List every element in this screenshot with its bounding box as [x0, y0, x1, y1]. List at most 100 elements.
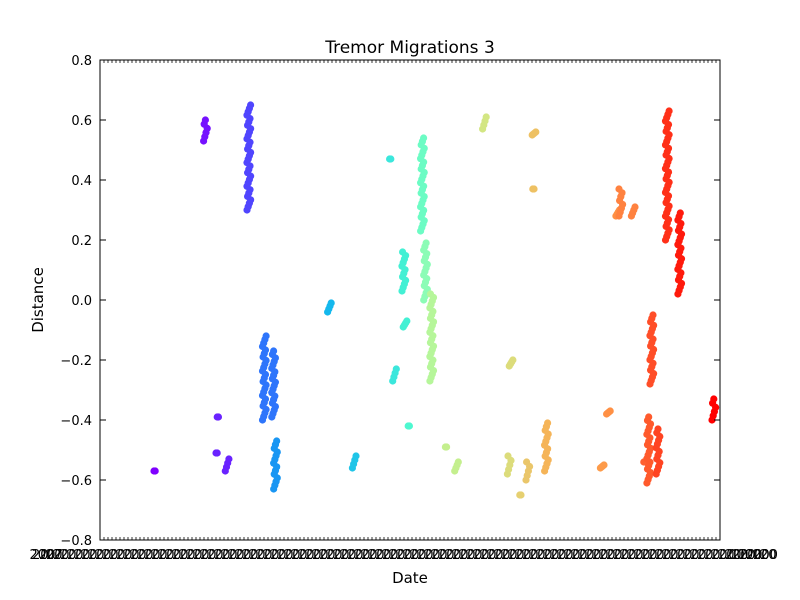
- x-tick-label: 20: [109, 548, 126, 563]
- x-tick-label: 20: [263, 548, 280, 563]
- x-tick-label: 20: [200, 548, 217, 563]
- data-point: [532, 128, 540, 136]
- x-tick-label: 20: [739, 548, 756, 563]
- data-point: [517, 491, 525, 499]
- x-tick-label: 20: [704, 548, 721, 563]
- y-axis-title: Distance: [29, 267, 47, 333]
- x-tick-label: 20: [179, 548, 196, 563]
- x-tick-label: 20: [130, 548, 147, 563]
- x-tick-label: 20: [466, 548, 483, 563]
- data-point: [262, 332, 270, 340]
- data-point: [420, 134, 428, 142]
- x-tick-label: 20: [165, 548, 182, 563]
- x-tick-label: 20: [697, 548, 714, 563]
- x-tick-label: 20: [95, 548, 112, 563]
- x-tick-label: 20: [634, 548, 651, 563]
- x-tick-label: 20: [396, 548, 413, 563]
- x-tick-label: 20: [403, 548, 420, 563]
- data-point: [403, 317, 411, 325]
- x-tick-label: 20: [270, 548, 287, 563]
- x-tick-label: 20: [655, 548, 672, 563]
- data-point: [422, 239, 430, 247]
- x-tick-label: 20: [522, 548, 539, 563]
- x-tick-label: 20: [32, 548, 49, 563]
- data-point: [201, 116, 209, 124]
- x-tick-label: 20: [438, 548, 455, 563]
- y-tick-label: 0.2: [71, 234, 92, 249]
- x-tick-label: 20: [410, 548, 427, 563]
- y-tick-label: −0.2: [60, 354, 92, 369]
- x-tick-label: 20: [312, 548, 329, 563]
- x-tick-label: 20: [683, 548, 700, 563]
- data-point: [151, 467, 159, 475]
- x-tick-label: 20: [291, 548, 308, 563]
- x-tick-label: 20: [725, 548, 742, 563]
- x-tick-label: 20: [242, 548, 259, 563]
- x-tick-label: 20: [277, 548, 294, 563]
- data-point: [387, 155, 395, 163]
- x-tick-label: 20: [60, 548, 77, 563]
- x-tick-label: 20: [571, 548, 588, 563]
- x-tick-label: 20: [627, 548, 644, 563]
- x-tick-label: 20: [585, 548, 602, 563]
- x-tick-label: 20: [676, 548, 693, 563]
- x-tick-label: 20: [256, 548, 273, 563]
- x-tick-label: 20: [151, 548, 168, 563]
- data-point: [544, 419, 552, 427]
- data-point: [615, 185, 623, 193]
- x-tick-label: 20: [592, 548, 609, 563]
- y-tick-label: 0.0: [71, 294, 92, 309]
- data-point: [273, 437, 281, 445]
- data-point: [225, 455, 233, 463]
- x-tick-label: 20: [746, 548, 763, 563]
- x-tick-label: 20: [158, 548, 175, 563]
- x-tick-label: 20: [305, 548, 322, 563]
- x-tick-label: 20: [361, 548, 378, 563]
- x-tick-label: 20: [599, 548, 616, 563]
- data-point: [676, 209, 684, 217]
- data-point: [523, 458, 531, 466]
- data-point: [270, 347, 278, 355]
- data-point: [399, 248, 407, 256]
- x-tick-label: 20: [508, 548, 525, 563]
- x-tick-label: 20: [284, 548, 301, 563]
- x-tick-label-first: 2007: [29, 548, 62, 563]
- x-tick-label: 20: [690, 548, 707, 563]
- x-tick-label: 20: [116, 548, 133, 563]
- x-axis-title: Date: [392, 569, 428, 587]
- y-tick-label: −0.6: [60, 474, 92, 489]
- data-point: [649, 311, 657, 319]
- x-tick-label: 20: [347, 548, 364, 563]
- x-tick-label: 20: [641, 548, 658, 563]
- x-tick-label: 20: [46, 548, 63, 563]
- x-tick-label: 20: [144, 548, 161, 563]
- x-tick-label: 20: [711, 548, 728, 563]
- chart-title: Tremor Migrations 3: [324, 38, 495, 58]
- x-tick-label: 20: [480, 548, 497, 563]
- data-point: [443, 443, 451, 451]
- x-tick-label: 20: [186, 548, 203, 563]
- plot-frame: [99, 59, 721, 541]
- x-tick-label: 20: [613, 548, 630, 563]
- data-point: [426, 290, 435, 298]
- y-tick-label: 0.6: [71, 114, 92, 129]
- data-point: [606, 407, 614, 415]
- x-axis-ticks: 2020202020202020202020202020202020202020…: [32, 60, 777, 563]
- y-tick-label: 0.8: [71, 54, 92, 69]
- data-point: [482, 113, 490, 121]
- x-tick-label: 20: [564, 548, 581, 563]
- x-tick-label: 20: [473, 548, 490, 563]
- x-tick-label: 20: [193, 548, 210, 563]
- x-tick-label: 20: [88, 548, 105, 563]
- x-tick-label: 20: [529, 548, 546, 563]
- x-tick-label: 20: [333, 548, 350, 563]
- x-tick-label: 20: [718, 548, 735, 563]
- x-tick-label: 20: [74, 548, 91, 563]
- x-tick-label: 20: [501, 548, 518, 563]
- data-point: [214, 413, 223, 421]
- x-tick-label: 20: [515, 548, 532, 563]
- x-tick-label: 20: [102, 548, 119, 563]
- data-point: [405, 422, 413, 430]
- x-tick-label: 20: [340, 548, 357, 563]
